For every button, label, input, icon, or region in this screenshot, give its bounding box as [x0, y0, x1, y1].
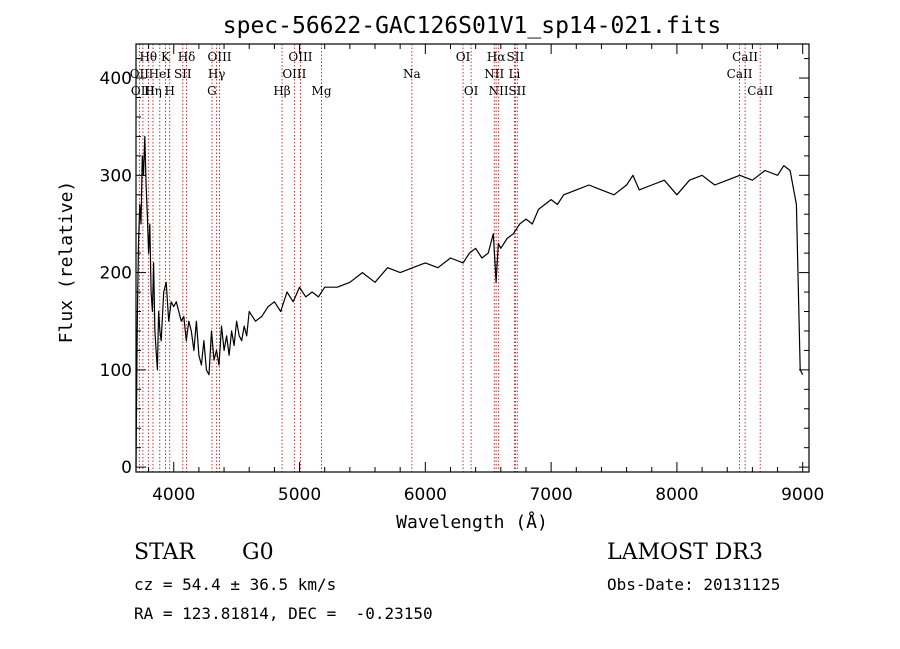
x-tick-label: 6000 [404, 485, 447, 505]
x-tick-label: 4000 [152, 485, 195, 505]
line-label-oii: OII [130, 67, 150, 81]
y-tick-label: 400 [100, 69, 132, 89]
y-tick-label: 0 [121, 458, 132, 478]
x-tick-label: 5000 [278, 485, 321, 505]
line-label-sii: SII [508, 84, 526, 98]
line-label-h: H [164, 84, 174, 98]
chart-title: spec-56622-GAC126S01V1_sp14-021.fits [223, 13, 722, 39]
plot-frame [135, 43, 810, 473]
y-axis-label: Flux (relative) [56, 181, 77, 344]
line-label-oiii: OIII [288, 50, 312, 64]
object-subclass: G0 [242, 540, 274, 565]
line-label-mg: Mg [312, 84, 332, 98]
line-label-oiii: OIII [207, 50, 231, 64]
line-label-caii: CaII [747, 84, 773, 98]
line-label-g: G [207, 84, 217, 98]
line-label-sii: SII [174, 67, 192, 81]
line-label-oiii: OIII [282, 67, 306, 81]
x-axis-label: Wavelength (Å) [396, 511, 548, 533]
line-label-nii: NII [484, 67, 504, 81]
line-label-oi: OI [456, 50, 471, 64]
x-tick-label: 7000 [529, 485, 572, 505]
ra-dec-coordinates: RA = 123.81814, DEC = -0.23150 [134, 604, 433, 623]
redshift-cz: cz = 54.4 ± 36.5 km/s [134, 575, 337, 594]
observation-date: Obs-Date: 20131125 [607, 575, 781, 594]
line-label-li: Li [508, 67, 520, 81]
y-tick-label: 100 [100, 361, 132, 381]
line-label-k: K [161, 50, 171, 64]
line-label-oiii: OIII [131, 84, 155, 98]
line-label-oi: OI [464, 84, 479, 98]
line-label-na: Na [403, 67, 421, 81]
line-label-nii: NII [489, 84, 509, 98]
line-label-hδ: Hδ [178, 50, 196, 64]
line-label-caii: CaII [732, 50, 758, 64]
emission-line-markers [138, 44, 761, 472]
line-label-hβ: Hβ [273, 84, 290, 98]
x-tick-label: 8000 [655, 485, 698, 505]
survey-name: LAMOST DR3 [607, 540, 763, 565]
line-label-hγ: Hγ [208, 67, 226, 81]
y-tick-label: 200 [100, 264, 132, 284]
y-tick-label: 300 [100, 166, 132, 186]
object-class: STAR [134, 540, 195, 565]
x-axis: 4000 5000 6000 7000 8000 9000 [148, 44, 824, 505]
spectrum-line [135, 135, 804, 468]
x-tick-label: 9000 [781, 485, 824, 505]
line-label-caii: CaII [727, 67, 753, 81]
line-label-sii: SII [507, 50, 525, 64]
y-axis: 0 100 200 300 400 [100, 58, 809, 478]
line-label-hei: HeI [149, 67, 172, 81]
line-label-hθ: Hθ [139, 50, 157, 64]
line-label-hη: Hη [144, 84, 162, 98]
line-label-hα: Hα [487, 50, 506, 64]
